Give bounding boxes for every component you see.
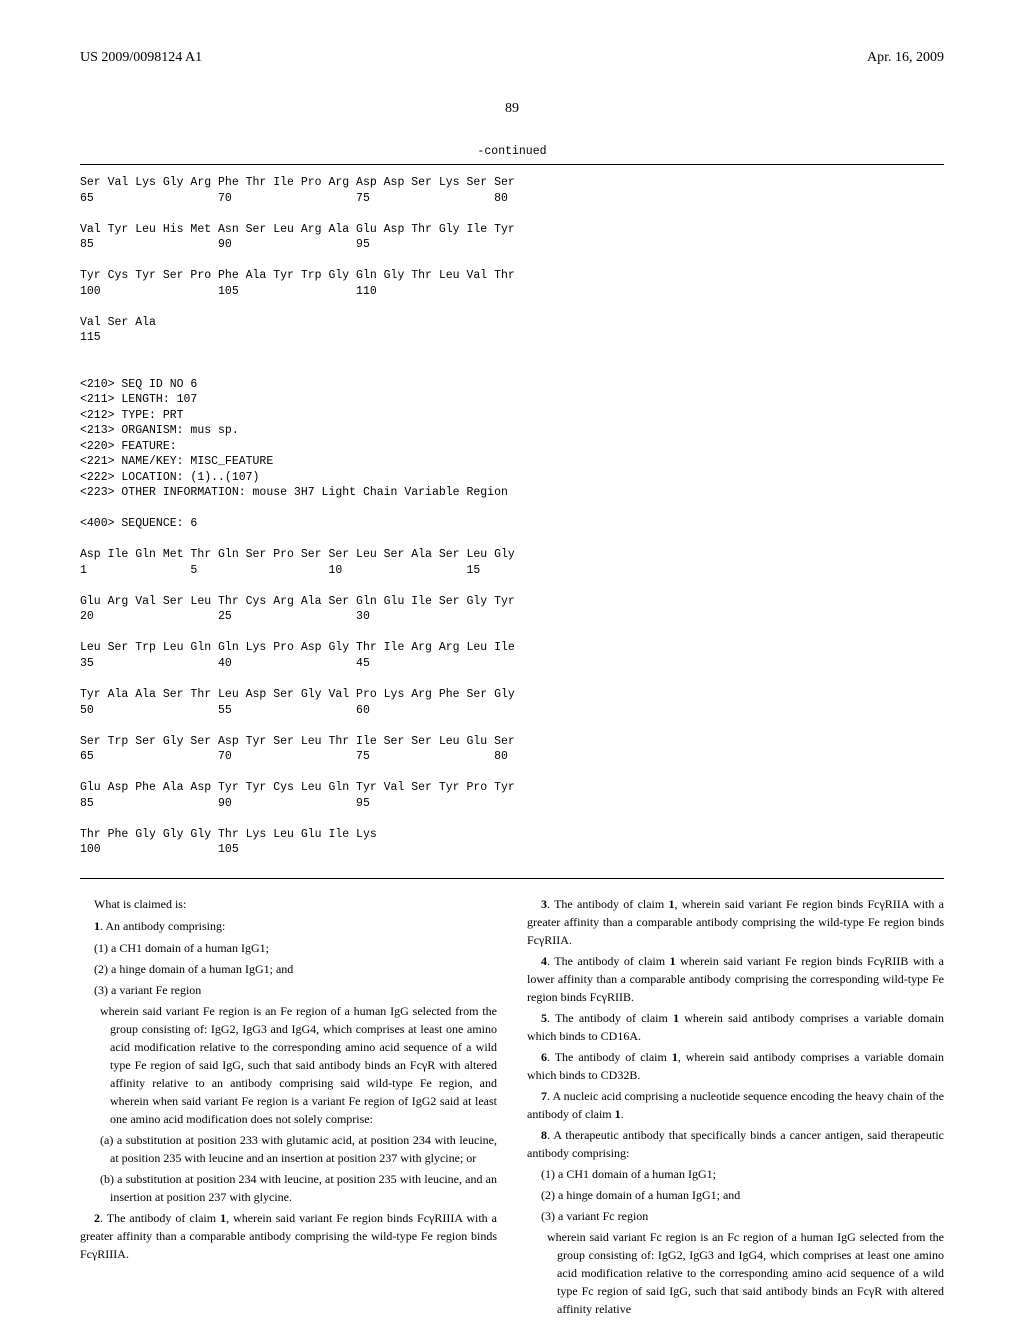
claim-7-a: . A nucleic acid comprising a nucleotide…: [527, 1089, 944, 1121]
claims-columns: What is claimed is: 1. An antibody compr…: [80, 895, 944, 1321]
claim-8-sub2: (2) a hinge domain of a human IgG1; and: [541, 1186, 944, 1204]
claim-1-sub3: (3) a variant Fe region: [94, 981, 497, 999]
claim-8-wherein: wherein said variant Fc region is an Fc …: [547, 1228, 944, 1318]
claim-2: 2. The antibody of claim 1, wherein said…: [80, 1209, 497, 1263]
claim-6-a: . The antibody of claim: [547, 1050, 672, 1064]
divider-top: [80, 164, 944, 165]
continued-label: -continued: [80, 145, 944, 158]
claim-8: 8. A therapeutic antibody that specifica…: [527, 1126, 944, 1162]
claim-8-a: . A therapeutic antibody that specifical…: [527, 1128, 944, 1160]
claim-6: 6. The antibody of claim 1, wherein said…: [527, 1048, 944, 1084]
right-column: 3. The antibody of claim 1, wherein said…: [527, 895, 944, 1321]
claim-1-text: . An antibody comprising:: [100, 919, 225, 933]
claim-1-b: (b) a substitution at position 234 with …: [100, 1170, 497, 1206]
claim-8-sub1: (1) a CH1 domain of a human IgG1;: [541, 1165, 944, 1183]
claim-5: 5. The antibody of claim 1 wherein said …: [527, 1009, 944, 1045]
claim-1-sub1: (1) a CH1 domain of a human IgG1;: [94, 939, 497, 957]
left-column: What is claimed is: 1. An antibody compr…: [80, 895, 497, 1321]
publication-date: Apr. 16, 2009: [867, 50, 944, 66]
claim-1-sub2: (2) a hinge domain of a human IgG1; and: [94, 960, 497, 978]
claim-5-a: . The antibody of claim: [547, 1011, 673, 1025]
claim-3-a: . The antibody of claim: [547, 897, 669, 911]
claim-7: 7. A nucleic acid comprising a nucleotid…: [527, 1087, 944, 1123]
claim-4-a: . The antibody of claim: [547, 954, 670, 968]
claim-7-b: .: [621, 1107, 624, 1121]
claim-8-sub3: (3) a variant Fc region: [541, 1207, 944, 1225]
claim-1-wherein: wherein said variant Fe region is an Fe …: [100, 1002, 497, 1128]
header: US 2009/0098124 A1 Apr. 16, 2009: [80, 50, 944, 66]
claim-4: 4. The antibody of claim 1 wherein said …: [527, 952, 944, 1006]
claim-3: 3. The antibody of claim 1, wherein said…: [527, 895, 944, 949]
divider-bottom: [80, 878, 944, 879]
claim-1-a: (a) a substitution at position 233 with …: [100, 1131, 497, 1167]
publication-number: US 2009/0098124 A1: [80, 50, 202, 66]
claim-1: 1. An antibody comprising:: [80, 917, 497, 935]
claim-2-text-a: . The antibody of claim: [100, 1211, 220, 1225]
sequence-block: Ser Val Lys Gly Arg Phe Thr Ile Pro Arg …: [80, 175, 944, 858]
page-number: 89: [80, 101, 944, 117]
claims-intro: What is claimed is:: [80, 895, 497, 913]
